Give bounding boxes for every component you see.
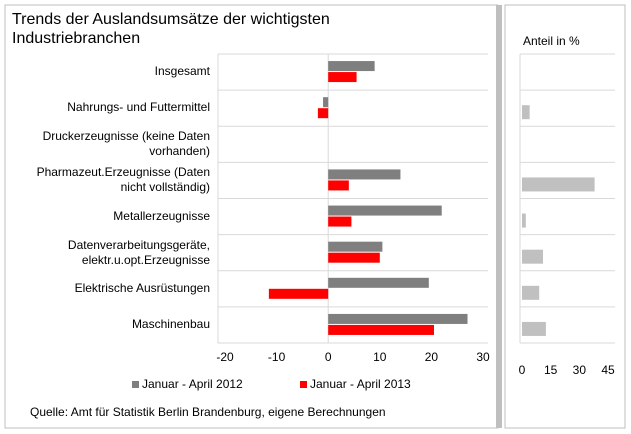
bar: [522, 177, 595, 192]
category-label: Datenverarbeitungsgeräte, elektr.u.opt.E…: [67, 237, 210, 267]
category-label: Insgesamt: [154, 64, 210, 79]
legend-label: Januar - April 2013: [310, 377, 411, 391]
x-tick-label: 0: [519, 363, 526, 377]
bar: [328, 324, 434, 335]
x-tick-label: 10: [373, 350, 387, 364]
bar: [522, 285, 540, 300]
category-label: Pharmazeut.Erzeugnisse (Daten nicht voll…: [36, 165, 210, 195]
bar: [317, 108, 329, 119]
main-frame: [4, 4, 499, 429]
legend-swatch: [300, 381, 307, 388]
bar: [328, 313, 468, 324]
x-tick-label: 30: [573, 363, 587, 377]
bar: [328, 216, 352, 227]
category-label: Nahrungs- und Futtermittel: [67, 100, 210, 115]
bar: [328, 241, 383, 252]
chart-title: Trends der Auslandsumsätze der wichtigst…: [12, 11, 330, 47]
side-title: Anteil in %: [523, 34, 580, 48]
category-label: Metallerzeugnisse: [113, 208, 210, 223]
bar: [328, 180, 349, 191]
bar: [328, 252, 380, 263]
x-tick-label: 30: [476, 350, 490, 364]
bar: [522, 213, 526, 228]
bar: [522, 105, 530, 120]
x-tick-label: 15: [544, 363, 558, 377]
x-tick-label: 20: [425, 350, 439, 364]
bar: [328, 61, 375, 72]
bar: [522, 249, 544, 264]
legend-swatch: [132, 381, 139, 388]
category-label: Druckerzeugnisse (keine Daten vorhanden): [42, 129, 210, 159]
bar: [323, 97, 329, 108]
x-tick-label: -10: [268, 350, 286, 364]
side-frame: [504, 4, 626, 429]
category-label: Elektrische Ausrüstungen: [74, 280, 210, 295]
bar: [328, 277, 429, 288]
bar: [328, 169, 401, 180]
bar: [522, 321, 546, 336]
bar: [328, 72, 357, 83]
source: Quelle: Amt für Statistik Berlin Branden…: [30, 405, 386, 419]
x-tick-label: 45: [601, 363, 615, 377]
x-tick-label: -20: [216, 350, 234, 364]
legend-label: Januar - April 2012: [142, 377, 243, 391]
bar: [328, 205, 442, 216]
x-tick-label: 0: [325, 350, 332, 364]
category-label: Maschinenbau: [131, 316, 210, 331]
bar: [268, 288, 329, 299]
